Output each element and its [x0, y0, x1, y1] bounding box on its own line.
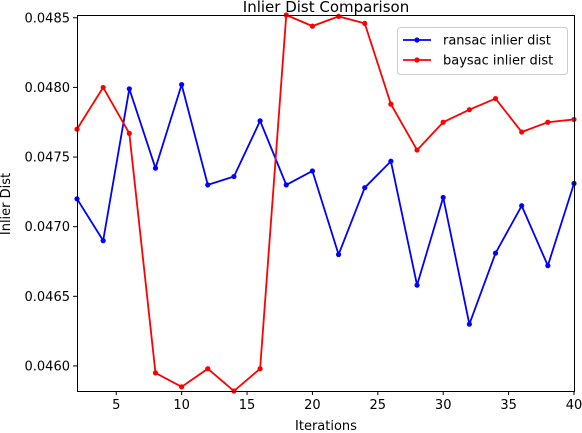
baysac-point	[126, 130, 132, 136]
ransac-point	[231, 173, 237, 180]
baysac-point	[179, 384, 185, 390]
baysac-point	[414, 147, 420, 153]
x-tick-label: 30	[435, 398, 452, 413]
y-tick-label: 0.0460	[25, 359, 71, 374]
baysac-point	[545, 119, 551, 125]
x-tick-label: 5	[112, 398, 120, 413]
baysac-point	[152, 370, 159, 376]
axis-ticks: 5 10 15 20 25 30 35 40 0.0460 0.0465 0.0470 0.0475 0…	[25, 11, 582, 413]
ransac-point	[492, 250, 499, 256]
legend-ransac-label: ransac inlier dist	[443, 34, 551, 49]
baysac-point	[309, 23, 316, 29]
ransac-point	[362, 185, 368, 191]
legend-ransac-marker	[414, 37, 420, 43]
baysac-point	[205, 366, 211, 372]
ransac-point	[205, 182, 211, 188]
ransac-point	[100, 238, 106, 244]
ransac-series-line	[76, 83, 575, 326]
legend-box	[397, 27, 568, 75]
baysac-point	[519, 129, 525, 135]
baysac-series-line	[76, 14, 575, 392]
baysac-point	[335, 13, 342, 19]
y-tick-label: 0.0470	[25, 220, 71, 235]
ransac-point	[152, 165, 159, 171]
ransac-point	[335, 251, 342, 258]
plot-lines	[74, 12, 577, 394]
baysac-point	[100, 84, 106, 91]
legend: ransac inlier dist baysac inlier dist	[397, 27, 568, 75]
y-tick-label: 0.0465	[25, 290, 71, 305]
legend-baysac-marker	[414, 57, 420, 63]
baysac-point	[466, 107, 472, 113]
x-tick-label: 40	[566, 398, 582, 413]
x-tick-label: 15	[239, 398, 256, 413]
ransac-point	[309, 168, 316, 174]
ransac-point	[466, 321, 472, 327]
baysac-point	[257, 366, 263, 372]
y-tick-label: 0.0475	[25, 151, 71, 166]
ransac-point	[440, 194, 446, 201]
baysac-point	[362, 20, 368, 26]
ransac-point	[257, 118, 263, 124]
ransac-point	[388, 158, 394, 164]
x-tick-label: 25	[370, 398, 387, 413]
ransac-point	[545, 263, 551, 269]
x-axis-label: Iterations	[295, 419, 357, 433]
y-tick-label: 0.0480	[25, 81, 71, 96]
ransac-point	[283, 182, 289, 188]
ransac-point	[414, 282, 420, 288]
y-tick-label: 0.0485	[25, 11, 71, 26]
ransac-point	[126, 86, 132, 92]
ransac-point	[179, 82, 185, 88]
baysac-point	[388, 101, 394, 107]
baysac-point	[440, 119, 446, 125]
x-tick-label: 35	[500, 398, 517, 413]
baysac-point	[492, 95, 499, 102]
y-axis-label: Inlier Dist	[0, 173, 14, 235]
baysac-point	[283, 12, 289, 18]
x-tick-label: 20	[304, 398, 321, 413]
plot-frame	[77, 15, 575, 392]
chart-title: Inlier Dist Comparison	[243, 0, 409, 16]
legend-baysac-label: baysac inlier dist	[443, 54, 553, 69]
x-tick-label: 10	[173, 398, 190, 413]
ransac-point	[519, 203, 525, 209]
